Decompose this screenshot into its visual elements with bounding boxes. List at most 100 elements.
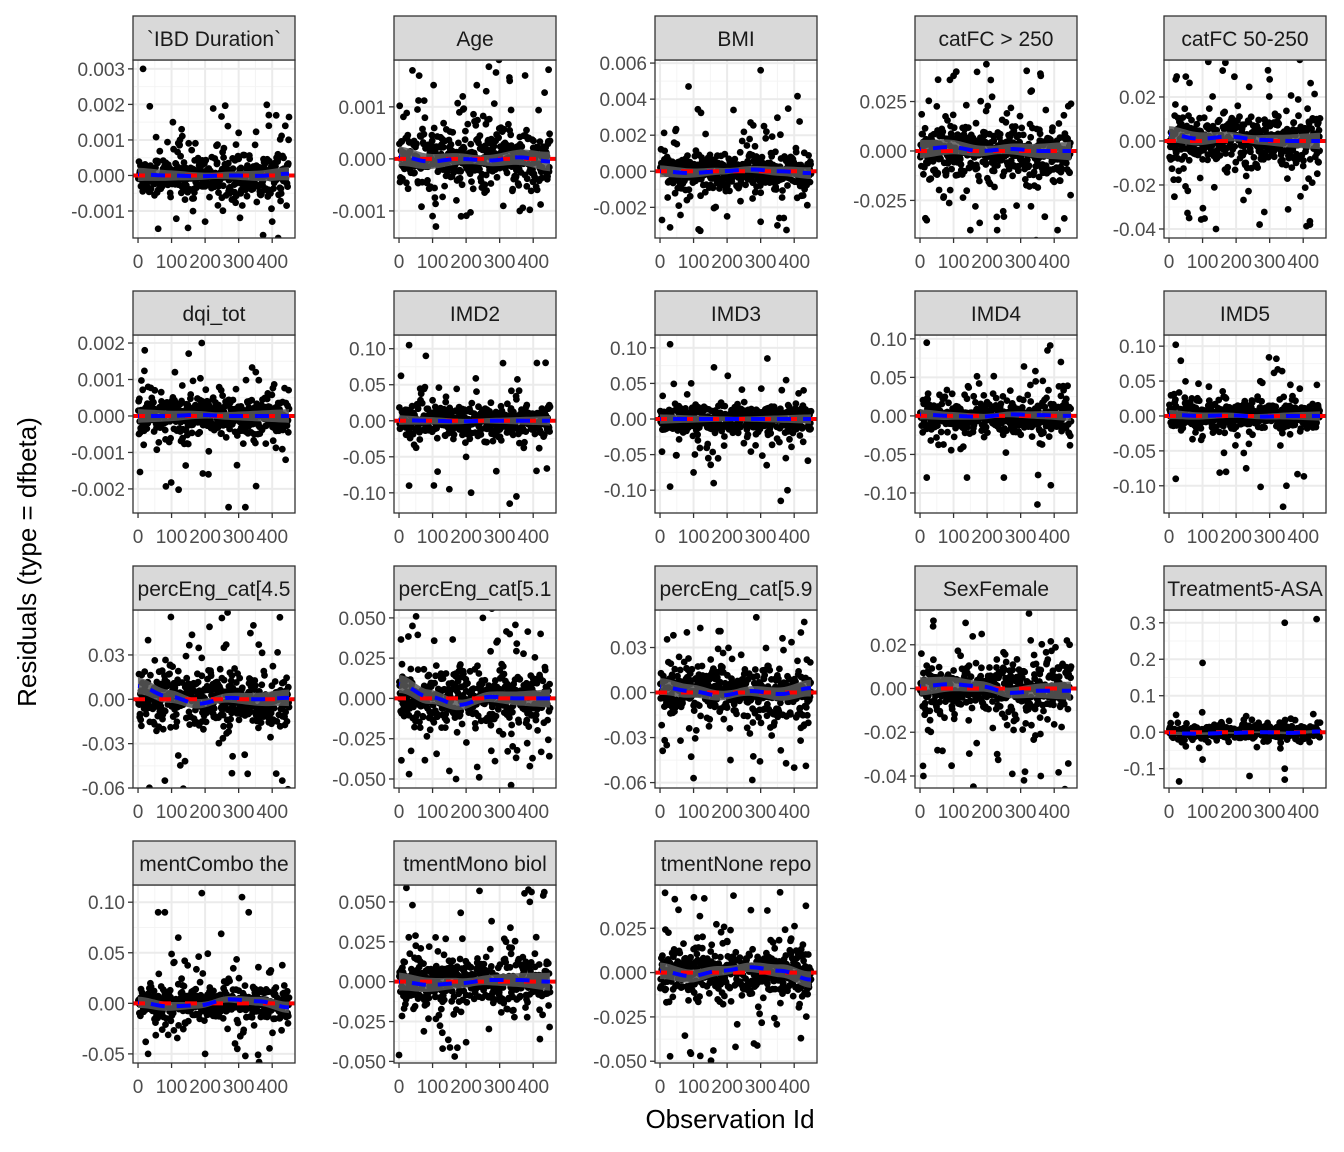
data-point [1058, 165, 1066, 173]
data-point [535, 444, 543, 452]
data-point [763, 128, 770, 136]
facet-label: catFC 50-250 [1181, 28, 1308, 51]
x-tick-label: 300 [223, 527, 255, 548]
data-point [756, 182, 764, 190]
outlier-point [506, 500, 514, 508]
data-point [944, 428, 951, 436]
data-point [1297, 192, 1304, 200]
facet-strip [1163, 15, 1327, 61]
data-point [432, 200, 439, 208]
data-point [1013, 202, 1020, 210]
data-point [476, 165, 483, 173]
data-point [721, 402, 729, 410]
data-point [783, 226, 790, 234]
data-point [1223, 169, 1231, 176]
data-point [661, 147, 669, 155]
data-point [533, 467, 540, 475]
smooth-line [920, 412, 1071, 419]
data-point [232, 141, 240, 149]
data-point [721, 433, 728, 440]
data-point [758, 452, 766, 459]
data-point [1034, 184, 1042, 191]
data-point [1188, 116, 1195, 124]
data-point [177, 152, 185, 160]
outlier-point [1212, 225, 1220, 233]
x-tick-label: 100 [938, 252, 970, 273]
data-point [221, 102, 229, 110]
data-point [490, 142, 498, 150]
outlier-point [516, 207, 524, 215]
data-point [447, 141, 455, 148]
outlier-point [923, 474, 931, 481]
outlier-point [492, 467, 500, 475]
data-point [167, 193, 175, 201]
data-point [768, 153, 776, 160]
data-point [1179, 114, 1187, 121]
data-point [197, 374, 204, 382]
data-point [1067, 405, 1074, 413]
strip-label-clip: BMI [717, 28, 754, 51]
x-tick-label: 100 [156, 527, 188, 548]
data-point [1287, 92, 1295, 99]
data-point [428, 131, 436, 139]
data-point [736, 148, 744, 156]
facet-panel: `IBD Duration`-0.0010.0000.0010.0020.003… [71, 15, 296, 273]
data-point [492, 69, 500, 76]
data-point [1195, 397, 1203, 405]
data-point [495, 60, 503, 64]
data-point [673, 451, 680, 459]
data-point [673, 140, 681, 148]
y-tick-label: -0.10 [604, 481, 647, 502]
data-point [933, 434, 940, 441]
x-tick-label: 300 [745, 527, 777, 548]
data-point [1284, 175, 1291, 183]
data-point [1258, 397, 1265, 405]
y-tick-label: 0.00 [349, 412, 386, 433]
outlier-point [429, 212, 436, 220]
data-point [1247, 148, 1254, 156]
data-point [940, 441, 947, 448]
data-point [403, 179, 410, 187]
data-point [1055, 120, 1063, 127]
data-point [1019, 396, 1027, 404]
data-point [1222, 395, 1230, 402]
data-point [1186, 79, 1193, 87]
smooth-line [398, 154, 551, 164]
data-point [1234, 102, 1242, 110]
data-point [927, 175, 935, 183]
data-point [262, 440, 270, 447]
x-tick-label: 100 [678, 252, 710, 273]
data-point [252, 368, 260, 376]
data-point [206, 193, 213, 201]
data-point [706, 151, 714, 159]
data-point [959, 443, 967, 451]
data-point [281, 122, 289, 130]
x-tick-label: 0 [655, 527, 666, 548]
data-point [527, 187, 535, 195]
data-point [546, 137, 554, 145]
data-point [178, 382, 186, 389]
data-point [474, 116, 481, 124]
data-point [1209, 93, 1216, 100]
data-point [709, 448, 717, 456]
data-point [1000, 213, 1008, 221]
data-point [481, 181, 489, 189]
data-point [1216, 469, 1224, 476]
data-point [1042, 106, 1050, 114]
data-point [143, 425, 151, 432]
data-point [1000, 168, 1008, 176]
data-point [792, 400, 800, 407]
data-point [523, 401, 531, 409]
data-point [439, 143, 447, 151]
data-point [156, 147, 164, 155]
data-point [253, 198, 261, 206]
data-point [416, 436, 424, 443]
data-point [972, 119, 980, 127]
y-tick-label: 0.02 [1119, 88, 1156, 109]
data-point [546, 403, 554, 411]
data-point [758, 153, 766, 161]
data-point [476, 132, 484, 140]
data-point [457, 212, 465, 220]
data-point [497, 437, 505, 444]
